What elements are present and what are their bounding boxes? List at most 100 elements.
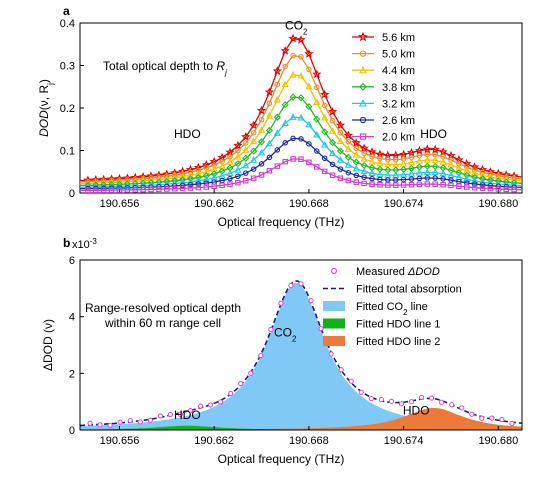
- y-tick-label-a: 0.3: [60, 61, 75, 73]
- data-point: [313, 130, 321, 138]
- data-point: [400, 176, 407, 183]
- measured-point: [197, 403, 204, 409]
- legend-marker: [359, 82, 367, 91]
- data-point: [274, 163, 281, 169]
- data-point: [297, 94, 305, 102]
- data-point: [487, 185, 494, 192]
- measured-point: [288, 282, 294, 289]
- data-point: [471, 176, 479, 184]
- data-point: [415, 157, 424, 164]
- data-point: [242, 146, 250, 153]
- data-point: [495, 186, 502, 192]
- x-axis-label-b: Optical frequency (THz): [218, 452, 345, 466]
- peak-label-main: HDO: [420, 127, 447, 141]
- data-point: [296, 34, 306, 44]
- data-point: [193, 162, 203, 172]
- data-point: [164, 186, 170, 192]
- data-point: [360, 167, 368, 175]
- y-axis-label-main: ΔDOD: [41, 333, 55, 371]
- legend-marker: [358, 65, 368, 74]
- data-point: [431, 156, 439, 163]
- data-point: [234, 152, 242, 160]
- data-point: [439, 169, 447, 177]
- data-point: [486, 173, 495, 180]
- data-point: [171, 186, 178, 192]
- data-point: [487, 182, 494, 189]
- data-point: [312, 69, 322, 79]
- data-point: [85, 187, 91, 194]
- data-point: [234, 166, 242, 173]
- data-point: [321, 128, 329, 136]
- data-point: [479, 185, 486, 191]
- panel-a: a 0 0.1 0.2 0.3 0.4 190.656 190.662 190.668 190.6…: [37, 4, 523, 229]
- legend-swatch-area: [323, 318, 345, 329]
- measured-point: [117, 419, 123, 425]
- measured-point: [439, 399, 445, 405]
- legend-marker: [359, 116, 367, 124]
- measured-point: [147, 417, 153, 423]
- y-tick-label-b: 2: [69, 368, 75, 380]
- data-point: [361, 180, 367, 187]
- data-point: [424, 175, 431, 181]
- data-point: [124, 187, 131, 193]
- legend-label-b: Fitted total absorption: [356, 284, 462, 296]
- legend-label: 5.6 km: [382, 32, 415, 44]
- peak-label-a: CO2: [285, 18, 308, 36]
- data-point: [288, 33, 298, 43]
- legend-label-text: Fitted CO: [356, 301, 404, 313]
- data-point: [423, 168, 431, 176]
- data-point: [336, 147, 345, 155]
- data-point: [361, 174, 367, 181]
- data-point: [478, 171, 487, 179]
- legend-label-b: Fitted HDO line 1: [356, 319, 440, 331]
- x-tick-label-b: 190.680: [478, 435, 518, 447]
- measured-point: [157, 413, 163, 419]
- data-point: [250, 175, 257, 181]
- legend-label-b: Fitted CO2 line: [356, 301, 428, 317]
- data-point: [321, 102, 328, 109]
- measured-point: [459, 405, 465, 411]
- data-point: [408, 181, 415, 188]
- data-point: [352, 164, 360, 172]
- data-point: [327, 106, 338, 116]
- data-point: [438, 147, 448, 156]
- data-point: [337, 166, 344, 172]
- annotation-b-line: within 60 m range cell: [104, 316, 221, 330]
- data-point: [266, 100, 273, 107]
- x-tick-label-a: 190.656: [100, 198, 140, 210]
- x-axis-label-a: Optical frequency (THz): [218, 215, 345, 229]
- data-point: [353, 179, 359, 185]
- data-point: [329, 118, 336, 124]
- y-tick-label-b: 4: [69, 312, 75, 324]
- measured-point: [298, 281, 304, 287]
- legend-label-text: Measured: [356, 266, 408, 278]
- data-point: [156, 186, 162, 193]
- data-point: [345, 177, 352, 184]
- measured-point: [449, 402, 455, 408]
- data-point: [273, 113, 281, 121]
- data-point: [377, 176, 383, 183]
- data-point: [281, 80, 289, 88]
- panel-label-b: b: [63, 236, 70, 250]
- data-point: [328, 139, 337, 147]
- area-label-b: HDO: [174, 408, 201, 422]
- measured-point: [87, 420, 93, 426]
- data-point: [265, 126, 274, 134]
- measured-point: [378, 397, 384, 403]
- data-point: [187, 185, 194, 191]
- data-point: [353, 145, 359, 152]
- peak-label-main: CO: [285, 18, 303, 32]
- data-point: [187, 169, 194, 175]
- y-tick-label-a: 0: [69, 188, 75, 200]
- data-point: [463, 167, 471, 174]
- data-point: [352, 158, 360, 166]
- data-point: [305, 103, 313, 111]
- data-point: [250, 137, 258, 145]
- x-tick-label-a: 190.680: [478, 198, 518, 210]
- data-point: [235, 173, 241, 180]
- data-point: [367, 147, 377, 156]
- data-point: [432, 181, 438, 187]
- data-point: [203, 184, 210, 190]
- data-point: [399, 149, 409, 159]
- data-point: [227, 175, 233, 182]
